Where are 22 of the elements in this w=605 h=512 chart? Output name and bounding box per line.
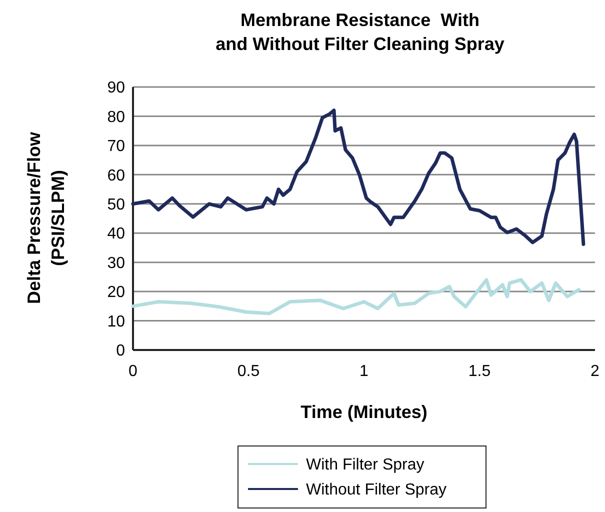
legend-label: With Filter Spray: [306, 456, 424, 474]
y-tick-label: 30: [107, 254, 126, 272]
y-tick-label: 80: [107, 108, 126, 126]
y-tick-label: 10: [107, 313, 126, 330]
x-tick-label: 0: [128, 363, 138, 380]
legend-label: Without Filter Spray: [306, 482, 446, 499]
y-axis-title: Delta Pressure/Flow (PSI/SLPM): [24, 130, 68, 304]
y-tick-label: 90: [107, 80, 126, 97]
y-tick-label: 70: [107, 138, 126, 156]
x-tick-label: 1: [360, 363, 369, 380]
x-tick-label: 2: [590, 363, 600, 380]
chart-title: Membrane Resistance With and Without Filter Cleaning Spray: [216, 10, 504, 54]
x-axis-title: Time (Minutes): [300, 402, 428, 422]
y-tick-label: 40: [107, 226, 126, 243]
y-tick-label: 20: [107, 284, 126, 302]
x-tick-label: 1.5: [468, 363, 491, 380]
y-tick-label: 60: [107, 167, 126, 184]
y-tick-label: 0: [116, 342, 126, 360]
line-series: [131, 108, 586, 246]
x-tick-label: 0.5: [237, 363, 260, 380]
line-series: [131, 278, 581, 316]
y-tick-label: 50: [107, 196, 126, 214]
